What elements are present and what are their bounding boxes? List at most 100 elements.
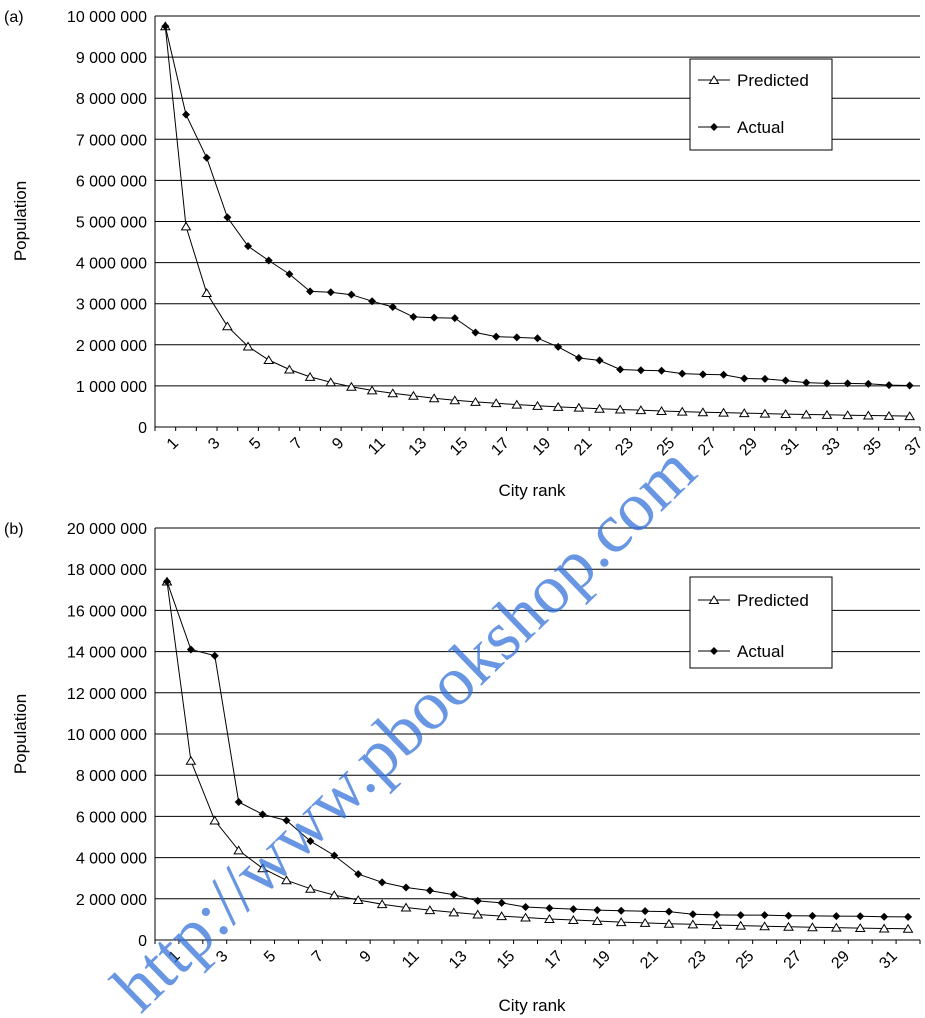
data-point-actual: [688, 910, 697, 919]
y-tick-label: 14 000 000: [67, 645, 147, 662]
data-point-predicted: [470, 396, 481, 406]
data-point-actual: [330, 851, 339, 860]
data-point-predicted: [687, 919, 699, 929]
legend: Predicted Actual: [689, 576, 833, 669]
data-point-actual: [306, 837, 315, 846]
y-tick-label: 1 000 000: [76, 379, 147, 396]
data-point-predicted: [639, 917, 651, 927]
data-point-actual: [512, 333, 521, 342]
x-tick-label: 11: [399, 948, 423, 972]
y-tick-label: 0: [138, 933, 147, 950]
legend-actual-marker: [710, 647, 718, 655]
data-point-actual: [258, 810, 267, 819]
x-tick-label: 19: [530, 435, 555, 460]
y-tick-label: 6 000 000: [76, 809, 147, 826]
data-point-actual: [347, 290, 356, 299]
data-point-predicted: [490, 398, 502, 408]
legend-predicted-label: Predicted: [737, 591, 809, 610]
data-point-actual: [545, 904, 554, 913]
data-point-predicted: [304, 371, 316, 381]
data-point-predicted: [878, 923, 890, 933]
data-point-predicted: [862, 410, 874, 420]
y-tick-label: 2 000 000: [76, 892, 147, 909]
x-tick-label: 31: [876, 948, 901, 973]
x-tick-label: 1: [164, 435, 182, 453]
data-point-actual: [182, 110, 191, 119]
x-tick-label: 11: [365, 435, 389, 459]
y-tick-label: 10 000 000: [67, 9, 147, 26]
data-point-predicted: [328, 890, 340, 900]
y-tick-label: 4 000 000: [76, 256, 147, 273]
data-point-predicted: [807, 922, 818, 932]
data-point-actual: [641, 907, 650, 916]
x-tick-label: 25: [733, 948, 758, 973]
chart-panel-a: (a) Population City rank 0 1 000 000 2 000…: [4, 9, 925, 500]
data-point-predicted: [783, 921, 794, 931]
data-point-actual: [593, 906, 602, 915]
x-tick-label: 27: [781, 948, 806, 973]
data-point-actual: [664, 907, 673, 916]
data-point-actual: [784, 911, 793, 920]
data-point-predicted: [614, 404, 626, 414]
data-point-actual: [574, 353, 583, 362]
data-point-predicted: [676, 406, 688, 416]
data-point-actual: [595, 356, 604, 365]
series-line-actual: [166, 581, 909, 918]
data-point-actual: [449, 890, 458, 899]
data-point-actual: [698, 370, 707, 379]
data-point-actual: [409, 312, 418, 321]
data-point-actual: [856, 912, 865, 921]
legend-predicted-marker: [708, 595, 720, 604]
data-point-predicted: [400, 902, 412, 912]
data-point-predicted: [780, 409, 791, 419]
data-point-actual: [450, 314, 459, 323]
x-tick-label: 27: [695, 435, 720, 460]
data-point-actual: [162, 577, 171, 586]
y-tick-label: 10 000 000: [67, 727, 147, 744]
y-tick-label: 7 000 000: [76, 132, 147, 149]
data-point-actual: [473, 896, 482, 905]
data-point-predicted: [428, 393, 440, 403]
x-tick-label: 17: [488, 435, 513, 460]
data-point-predicted: [854, 923, 866, 933]
data-point-predicted: [257, 863, 268, 873]
data-point-predicted: [567, 915, 579, 925]
panel-label: (b): [4, 521, 24, 538]
data-point-actual: [326, 288, 335, 297]
data-point-actual: [678, 369, 687, 378]
data-point-actual: [354, 870, 363, 879]
data-point-actual: [880, 912, 889, 921]
y-tick-label: 6 000 000: [76, 173, 147, 190]
data-point-actual: [521, 903, 530, 912]
data-point-predicted: [830, 922, 842, 932]
data-point-predicted: [711, 919, 723, 929]
legend-box: [689, 58, 833, 151]
data-point-predicted: [221, 321, 233, 331]
y-tick-label: 0: [138, 420, 147, 437]
data-point-predicted: [904, 411, 916, 421]
data-point-actual: [808, 911, 817, 920]
x-tick-label: 5: [246, 435, 264, 453]
data-point-predicted: [800, 409, 812, 419]
legend-predicted-marker: [708, 75, 720, 84]
data-point-predicted: [656, 405, 667, 415]
data-point-predicted: [520, 912, 531, 922]
data-point-actual: [223, 213, 232, 222]
data-point-actual: [202, 153, 211, 162]
x-tick-label: 23: [685, 948, 710, 973]
data-point-actual: [832, 912, 841, 921]
data-point-predicted: [352, 895, 364, 905]
x-tick-label: 9: [329, 435, 347, 453]
data-point-predicted: [544, 914, 555, 923]
data-point-predicted: [735, 920, 747, 930]
data-point-predicted: [209, 815, 221, 825]
y-tick-label: 16 000 000: [67, 603, 147, 620]
y-axis-title: Population: [11, 181, 30, 261]
data-point-actual: [492, 332, 501, 341]
data-point-predicted: [387, 388, 399, 398]
x-tick-label: 15: [447, 435, 472, 460]
y-tick-label: 2 000 000: [76, 338, 147, 355]
data-point-predicted: [697, 407, 709, 417]
legend-predicted-label: Predicted: [737, 71, 809, 90]
